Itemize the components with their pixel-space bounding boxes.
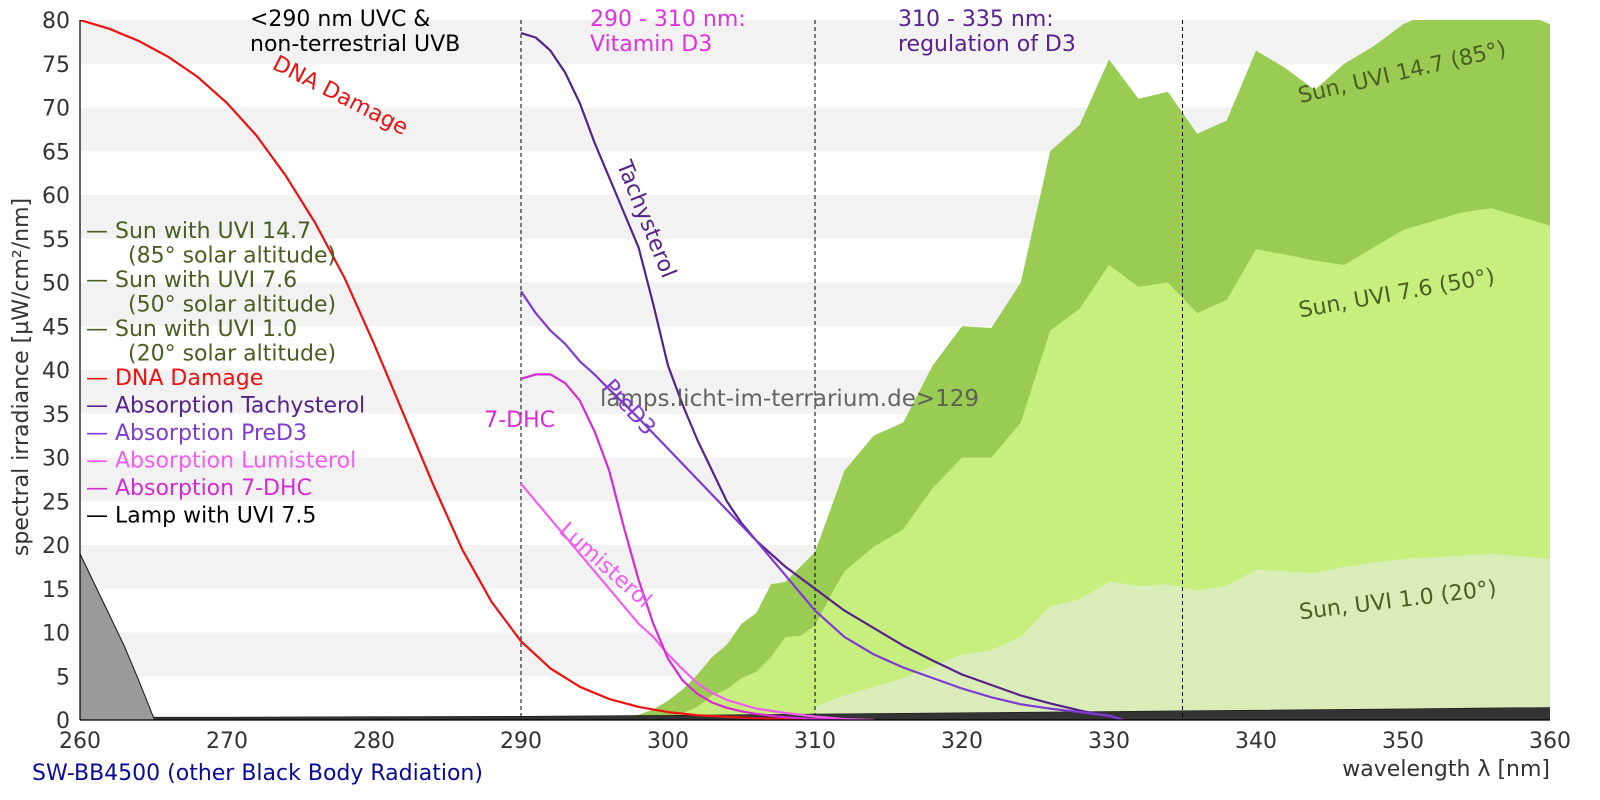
legend: — Sun with UVI 14.7(85° solar altitude)—… <box>86 219 365 529</box>
x-tick-label: 300 <box>647 729 689 754</box>
region-labels: <290 nm UVC &non-terrestrial UVB 290 - 31… <box>250 7 1076 57</box>
region-label-r2: 290 - 310 nm: <box>590 7 746 32</box>
legend-subitem-sun10: (20° solar altitude) <box>128 342 336 367</box>
axes <box>79 20 1550 721</box>
legend-item-dna: — DNA Damage <box>86 366 263 391</box>
legend-item-lumi: — Absorption Lumisterol <box>86 449 356 474</box>
curve-label-dhc: 7-DHC <box>484 408 555 433</box>
x-tick-label: 310 <box>794 729 836 754</box>
area-lamp-baseline <box>153 707 1550 720</box>
region-label-r1: <290 nm UVC & <box>250 7 430 32</box>
x-tick-label: 280 <box>353 729 395 754</box>
legend-subitem-sun76: (50° solar altitude) <box>128 293 336 318</box>
y-tick-label: 30 <box>42 447 70 472</box>
region-sublabel-r2: Vitamin D3 <box>590 32 712 57</box>
line-absorption-7-dhc <box>520 373 845 720</box>
y-tick-label: 55 <box>42 228 70 253</box>
y-tick-label: 75 <box>42 53 70 78</box>
footer-lamp-label: SW-BB4500 (other Black Body Radiation) <box>32 761 483 786</box>
x-tick-label: 330 <box>1088 729 1130 754</box>
legend-item-sun147: — Sun with UVI 14.7 <box>86 219 311 244</box>
x-axis-title: wavelength λ [nm] <box>1342 757 1550 782</box>
y-tick-labels: 0 5 10 15 20 25 30 35 40 45 50 55 60 65 70 75 80 <box>42 9 70 734</box>
x-tick-label: 290 <box>500 729 542 754</box>
legend-item-tachy: — Absorption Tachysterol <box>86 394 365 419</box>
x-tick-labels: 260 270 280 290 300 310 320 330 340 350 360 <box>59 729 1571 754</box>
y-tick-label: 60 <box>42 184 70 209</box>
y-tick-label: 15 <box>42 578 70 603</box>
y-tick-label: 45 <box>42 315 70 340</box>
y-tick-label: 65 <box>42 140 70 165</box>
y-axis-title: spectral irradiance [µW/cm²/nm] <box>9 198 34 556</box>
legend-item-lamp: — Lamp with UVI 7.5 <box>86 504 316 529</box>
y-tick-label: 40 <box>42 359 70 384</box>
x-tick-label: 350 <box>1382 729 1424 754</box>
legend-item-pred3: — Absorption PreD3 <box>86 421 307 446</box>
line-absorption-tachysterol <box>520 32 1124 720</box>
x-tick-label: 270 <box>206 729 248 754</box>
y-tick-label: 10 <box>42 622 70 647</box>
y-tick-label: 50 <box>42 272 70 297</box>
region-label-r3: 310 - 335 nm: <box>898 7 1054 32</box>
y-tick-label: 35 <box>42 403 70 428</box>
watermark: lamps.licht-im-terrarium.de>129 <box>600 386 979 412</box>
region-boundaries <box>520 20 1183 720</box>
region-sublabel-r1: non-terrestrial UVB <box>250 32 460 57</box>
legend-item-sun10: — Sun with UVI 1.0 <box>86 317 297 342</box>
region-sublabel-r3: regulation of D3 <box>898 32 1076 57</box>
y-tick-label: 20 <box>42 534 70 559</box>
y-tick-label: 70 <box>42 97 70 122</box>
line-absorption-lumisterol <box>520 483 874 720</box>
x-tick-label: 320 <box>941 729 983 754</box>
y-tick-label: 0 <box>56 709 70 734</box>
y-tick-label: 25 <box>42 490 70 515</box>
legend-subitem-sun147: (85° solar altitude) <box>128 244 336 269</box>
absorption-curves <box>80 20 1125 720</box>
legend-item-sun76: — Sun with UVI 7.6 <box>86 268 297 293</box>
x-tick-label: 360 <box>1529 729 1571 754</box>
y-tick-label: 5 <box>56 665 70 690</box>
legend-item-dhc: — Absorption 7-DHC <box>86 476 312 501</box>
line-dna-damage <box>80 20 845 720</box>
x-tick-label: 340 <box>1235 729 1277 754</box>
x-tick-label: 260 <box>59 729 101 754</box>
line-absorption-pred3 <box>520 290 1125 720</box>
y-tick-label: 80 <box>42 9 70 34</box>
